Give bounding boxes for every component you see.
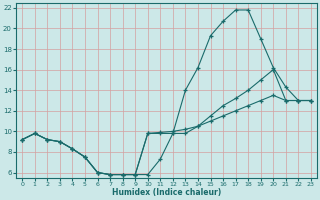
X-axis label: Humidex (Indice chaleur): Humidex (Indice chaleur) xyxy=(112,188,221,197)
